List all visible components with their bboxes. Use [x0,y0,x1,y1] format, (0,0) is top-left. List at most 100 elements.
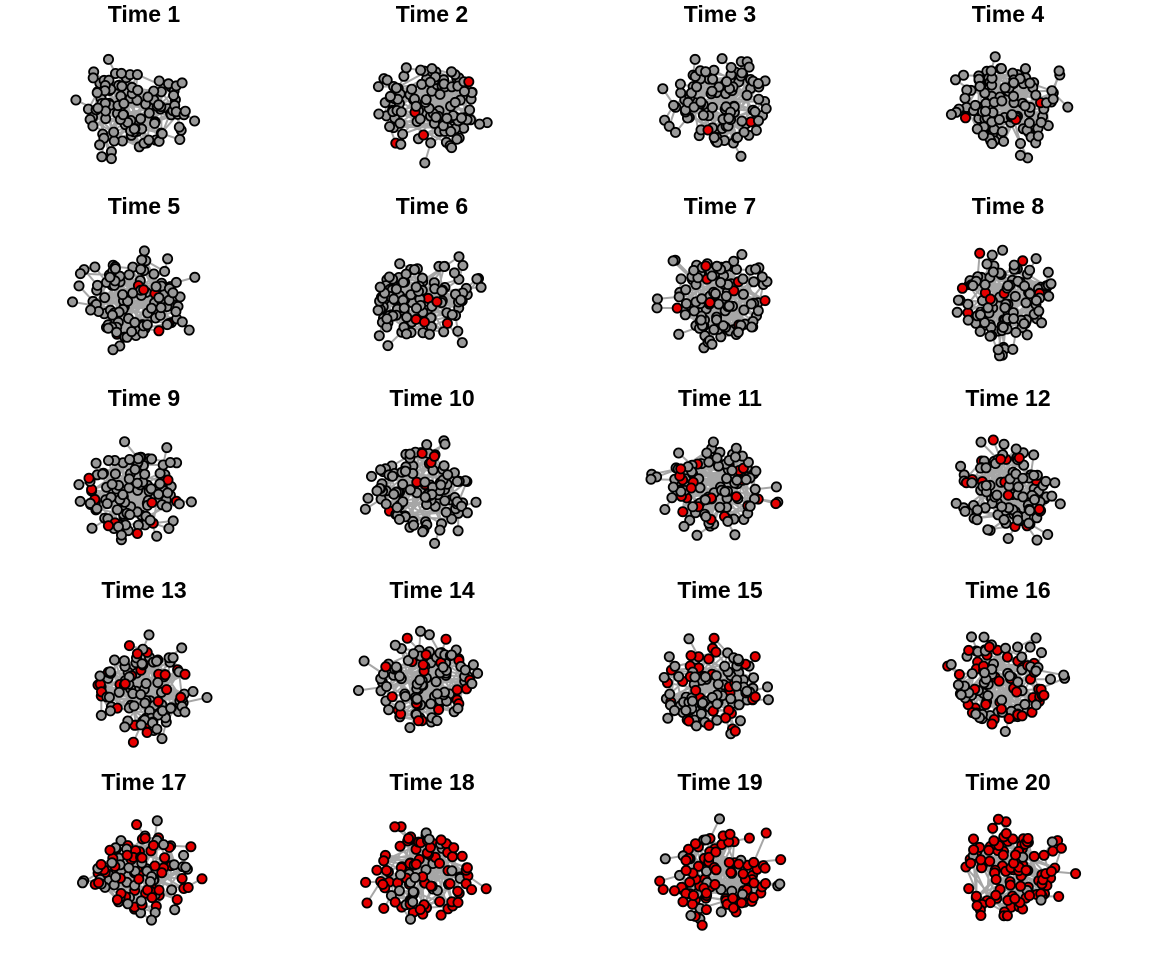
network-panel: Time 18 [288,768,576,960]
susceptible-node [675,87,687,99]
susceptible-node [150,281,162,293]
susceptible-node [952,294,964,306]
susceptible-node [87,120,99,132]
infected-node [452,885,464,897]
network-panel: Time 2 [288,0,576,192]
susceptible-node [401,328,413,340]
infected-node [480,883,492,895]
susceptible-node [461,507,473,519]
susceptible-node [151,815,163,827]
infected-node [690,684,702,696]
susceptible-node [680,298,692,310]
susceptible-node [117,109,129,121]
susceptible-node [464,104,476,116]
susceptible-node [165,702,177,714]
susceptible-node [400,465,412,477]
susceptible-node [452,702,464,714]
susceptible-node [732,326,744,338]
susceptible-node [445,126,457,138]
infected-node [389,821,401,833]
susceptible-node [143,107,155,119]
susceptible-node [673,291,685,303]
susceptible-node [1019,698,1031,710]
susceptible-node [472,667,484,679]
susceptible-node [1007,343,1019,355]
infected-node [461,862,473,874]
susceptible-node [982,302,994,314]
susceptible-node [103,691,115,703]
susceptible-node [359,503,371,515]
susceptible-node [372,81,384,93]
panel-title: Time 1 [107,1,181,27]
susceptible-node [163,523,175,535]
susceptible-node [998,514,1010,526]
network-graph [657,53,772,162]
susceptible-node [183,324,195,336]
infected-node [431,296,443,308]
susceptible-node [74,268,86,280]
susceptible-node [151,655,163,667]
susceptible-node [382,340,394,352]
susceptible-node [173,121,185,133]
susceptible-node [419,476,431,488]
susceptible-node [136,254,148,266]
susceptible-node [1032,130,1044,142]
susceptible-node [111,326,123,338]
infected-node [136,852,148,864]
susceptible-node [733,699,745,711]
susceptible-node [975,436,987,448]
susceptible-node [998,438,1010,450]
susceptible-node [989,51,1001,63]
infected-node [95,859,107,871]
susceptible-node [127,287,139,299]
susceptible-node [173,498,185,510]
susceptible-node [179,706,191,718]
susceptible-node [752,78,764,90]
susceptible-node [67,296,79,308]
susceptible-node [425,698,437,710]
susceptible-node [475,281,487,293]
infected-node [381,865,393,877]
susceptible-node [673,671,685,683]
susceptible-node [1054,498,1066,510]
susceptible-node [740,474,752,486]
susceptible-node [104,666,116,678]
susceptible-node [452,525,464,537]
susceptible-node [139,468,151,480]
infected-node [435,909,447,921]
susceptible-node [711,452,723,464]
susceptible-node [135,263,147,275]
susceptible-node [117,289,129,301]
susceptible-node [706,338,718,350]
susceptible-node [144,876,156,888]
panel-title: Time 12 [965,385,1051,411]
susceptible-node [753,93,765,105]
susceptible-node [691,529,703,541]
infected-node [984,293,996,305]
susceptible-node [185,496,197,508]
susceptible-node [158,839,170,851]
susceptible-node [118,655,130,667]
susceptible-node [1030,665,1042,677]
susceptible-node [1028,494,1040,506]
susceptible-node [719,660,731,672]
susceptible-node [697,109,709,121]
panel-title: Time 5 [107,193,181,219]
susceptible-node [998,135,1010,147]
susceptible-node [688,305,700,317]
infected-node [675,463,687,475]
susceptible-node [750,124,762,136]
susceptible-node [136,658,148,670]
infected-node [1001,651,1013,663]
susceptible-node [425,137,437,149]
susceptible-node [711,698,723,710]
susceptible-node [970,708,982,720]
susceptible-node [752,115,764,127]
susceptible-node [666,492,678,504]
susceptible-node [102,322,114,334]
susceptible-node [439,438,451,450]
susceptible-node [962,314,974,326]
susceptible-node [667,481,679,493]
susceptible-node [154,478,166,490]
panel-title: Time 7 [683,193,757,219]
